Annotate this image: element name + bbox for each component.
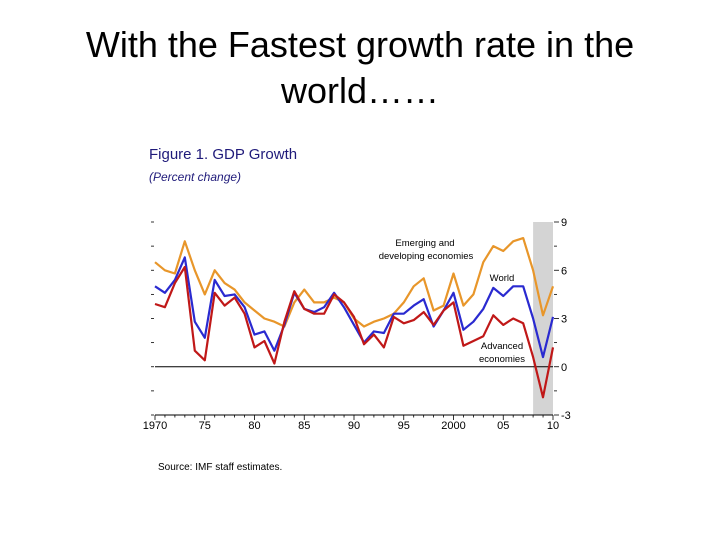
- x-tick-label: 90: [348, 420, 360, 432]
- shaded-region: [533, 222, 553, 415]
- annotation-advanced-line2: economies: [479, 354, 525, 365]
- x-tick-label: 95: [398, 420, 410, 432]
- x-tick-label: 1970: [143, 420, 167, 432]
- x-tick-label: 80: [248, 420, 260, 432]
- annotation-advanced-line1: Advanced: [481, 341, 523, 352]
- figure-title: Figure 1. GDP Growth: [149, 146, 298, 163]
- figure-subtitle: (Percent change): [149, 170, 242, 184]
- figure-source: Source: IMF staff estimates.: [158, 462, 283, 473]
- y-tick-label: 3: [561, 314, 567, 326]
- annotation-emerging-line1: Emerging and: [395, 238, 454, 249]
- x-tick-label: 05: [497, 420, 509, 432]
- y-tick-label: -3: [561, 410, 571, 422]
- x-tick-label: 2000: [441, 420, 465, 432]
- x-tick-label: 85: [298, 420, 310, 432]
- annotation-world: World: [490, 273, 515, 284]
- annotation-emerging-line2: developing economies: [379, 251, 474, 262]
- y-tick-label: 0: [561, 362, 567, 374]
- y-tick-label: 9: [561, 217, 567, 229]
- y-tick-label: 6: [561, 265, 567, 277]
- slide-title: With the Fastest growth rate in the worl…: [85, 24, 635, 111]
- series-line-world: [154, 256, 555, 359]
- series-line-advanced-economies: [154, 265, 555, 399]
- x-tick-label: 10: [547, 420, 559, 432]
- x-tick-label: 75: [199, 420, 211, 432]
